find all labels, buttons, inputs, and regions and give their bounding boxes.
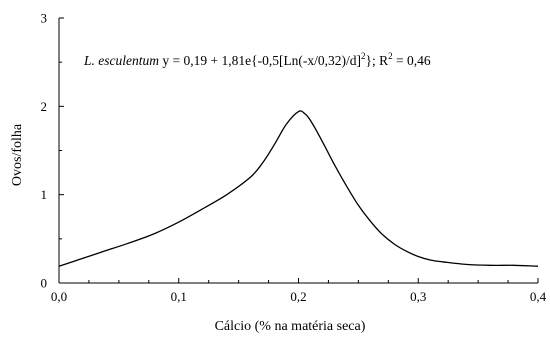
y-tick-labels: 0 1 2 3 xyxy=(41,11,48,291)
equation-part-1: y = 0,19 + 1,81e{-0,5[Ln(-x/0,32)/d] xyxy=(159,53,361,68)
y-tick-label: 2 xyxy=(41,99,48,114)
equation-part-3: = 0,46 xyxy=(393,53,431,68)
x-tick-label: 0,4 xyxy=(530,289,547,304)
y-tick-label: 0 xyxy=(41,276,48,291)
exponent-1: 2 xyxy=(361,51,366,61)
x-tick-label: 0,1 xyxy=(171,289,187,304)
series-line xyxy=(58,110,539,267)
y-tick-label: 3 xyxy=(41,11,48,26)
y-tick-label: 1 xyxy=(41,187,48,202)
x-axis-title: Cálcio (% na matéria seca) xyxy=(215,319,366,334)
x-tick-label: 0,2 xyxy=(290,289,306,304)
x-tick-label: 0,0 xyxy=(51,289,67,304)
y-axis-title: Ovos/folha xyxy=(10,123,25,186)
species-label: L. esculentum xyxy=(83,53,159,68)
x-tick-label: 0,3 xyxy=(410,289,426,304)
exponent-2: 2 xyxy=(388,51,393,61)
y-ticks xyxy=(59,17,64,284)
equation-part-2: }; R xyxy=(366,53,389,68)
x-tick-labels: 0,0 0,1 0,2 0,3 0,4 xyxy=(51,289,547,304)
equation-annotation: L. esculentum y = 0,19 + 1,81e{-0,5[Ln(-… xyxy=(83,51,431,68)
x-ticks xyxy=(58,278,539,283)
